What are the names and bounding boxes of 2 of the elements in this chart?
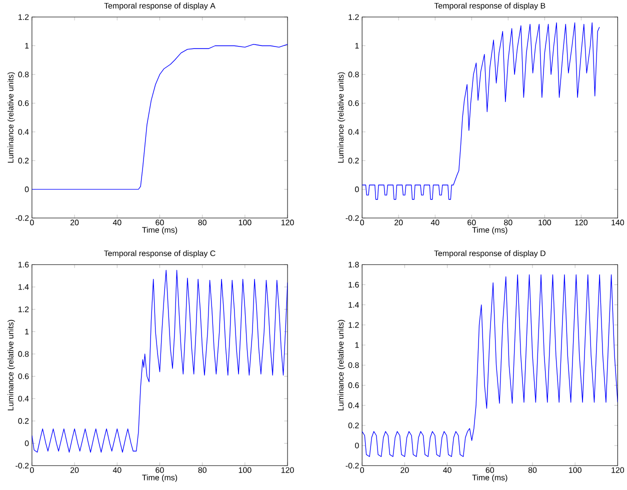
line-series [362, 22, 600, 200]
line-series [362, 274, 618, 458]
